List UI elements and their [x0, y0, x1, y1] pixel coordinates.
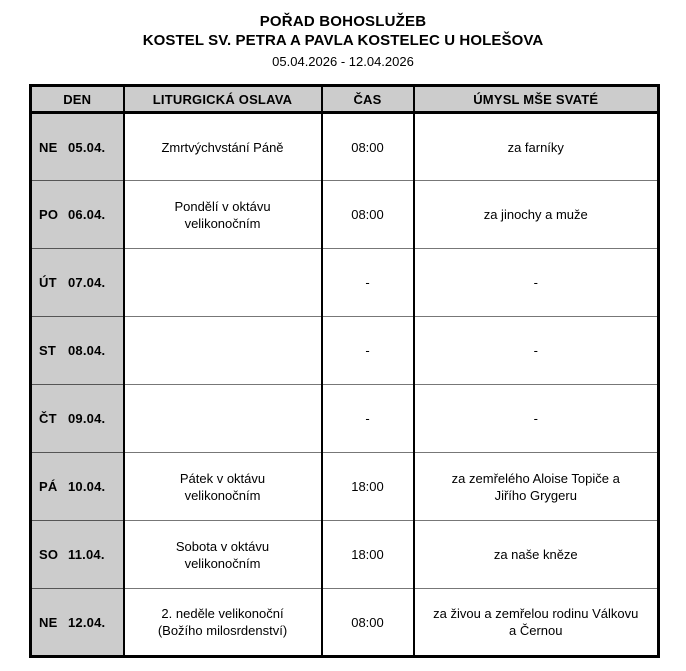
table-row: ČT 09.04. - - [30, 384, 659, 453]
schedule-table-container: DEN LITURGICKÁ OSLAVA ČAS ÚMYSL MŠE SVAT… [0, 84, 686, 658]
day-date: 11.04. [68, 547, 105, 562]
table-row: ÚT 07.04. - - [30, 248, 659, 317]
table-body: NE 05.04. Zmrtvýchvstání Páně 08:00 za fa… [30, 112, 659, 657]
cell-intention: - [413, 316, 659, 385]
day-date: 06.04. [68, 207, 106, 222]
cell-time: - [321, 316, 415, 385]
cell-intention: za jinochy a muže [413, 180, 659, 249]
cell-time: - [321, 248, 415, 317]
cell-time: 18:00 [321, 452, 415, 521]
cell-day: PÁ 10.04. [30, 452, 125, 521]
cell-celebration: 2. neděle velikonoční (Božího milosrdens… [123, 588, 323, 657]
table-row: NE 05.04. Zmrtvýchvstání Páně 08:00 za fa… [30, 112, 659, 181]
table-row: PÁ 10.04. Pátek v oktávu velikonočním 18:… [30, 452, 659, 521]
cell-intention: - [413, 248, 659, 317]
day-date: 10.04. [68, 479, 106, 494]
document-header: POŘAD BOHOSLUŽEB KOSTEL SV. PETRA A PAVL… [0, 0, 686, 72]
cell-celebration: Zmrtvýchvstání Páně [123, 112, 323, 181]
page-title: POŘAD BOHOSLUŽEB [259, 13, 427, 30]
cell-time: 08:00 [321, 112, 415, 181]
day-abbreviation: NE [39, 139, 58, 155]
table-row: NE 12.04. 2. neděle velikonoční (Božího m… [30, 588, 659, 657]
cell-celebration [123, 316, 323, 385]
cell-celebration [123, 384, 323, 453]
cell-day: PO 06.04. [30, 180, 125, 249]
cell-day: NE 05.04. [30, 112, 125, 181]
day-abbreviation: PO [39, 207, 59, 222]
table-row: PO 06.04. Pondělí v oktávu velikonočním 0… [30, 180, 659, 249]
cell-intention: za farníky [413, 112, 659, 181]
cell-celebration: Pondělí v oktávu velikonočním [123, 180, 323, 249]
day-abbreviation: ST [39, 343, 57, 358]
day-abbreviation: PÁ [39, 479, 58, 494]
day-date: 08.04. [68, 343, 106, 358]
cell-time: 08:00 [321, 180, 415, 249]
day-abbreviation: ČT [39, 411, 57, 426]
table-header: DEN LITURGICKÁ OSLAVA ČAS ÚMYSL MŠE SVAT… [30, 85, 659, 114]
cell-time: 08:00 [321, 588, 415, 657]
day-date: 09.04. [68, 411, 106, 426]
table-header-row: DEN LITURGICKÁ OSLAVA ČAS ÚMYSL MŠE SVAT… [30, 85, 659, 114]
day-date: 05.04. [68, 139, 106, 155]
day-abbreviation: ÚT [39, 275, 57, 290]
cell-day: ST 08.04. [30, 316, 125, 385]
cell-time: 18:00 [321, 520, 415, 589]
table-row: ST 08.04. - - [30, 316, 659, 385]
day-abbreviation: NE [39, 614, 58, 630]
date-range: 05.04.2026 - 12.04.2026 [272, 54, 414, 69]
day-abbreviation: SO [39, 547, 59, 562]
mass-schedule-table: DEN LITURGICKÁ OSLAVA ČAS ÚMYSL MŠE SVAT… [29, 84, 660, 658]
day-date: 07.04. [68, 275, 106, 290]
cell-celebration [123, 248, 323, 317]
cell-time: - [321, 384, 415, 453]
cell-celebration: Pátek v oktávu velikonočním [123, 452, 323, 521]
cell-day: SO 11.04. [30, 520, 125, 589]
cell-day: ÚT 07.04. [30, 248, 125, 317]
page-subtitle-church: KOSTEL SV. PETRA A PAVLA KOSTELEC U HOLE… [142, 32, 544, 49]
column-header-liturgicka-oslava: LITURGICKÁ OSLAVA [123, 85, 323, 114]
column-header-den: DEN [30, 85, 125, 114]
column-header-umysl-mse-svate: ÚMYSL MŠE SVATÉ [413, 85, 659, 114]
cell-intention: za zemřelého Aloise Topiče a Jiřího Gryg… [413, 452, 659, 521]
cell-day: ČT 09.04. [30, 384, 125, 453]
cell-intention: - [413, 384, 659, 453]
cell-intention: za živou a zemřelou rodinu Válkovu a Čer… [433, 606, 639, 638]
cell-intention: za naše kněze [413, 520, 659, 589]
cell-day: NE 12.04. [30, 588, 125, 657]
day-date: 12.04. [68, 614, 106, 630]
column-header-cas: ČAS [321, 85, 415, 114]
cell-celebration: Sobota v oktávu velikonočním [123, 520, 323, 589]
table-row: SO 11.04. Sobota v oktávu velikonočním 18… [30, 520, 659, 589]
